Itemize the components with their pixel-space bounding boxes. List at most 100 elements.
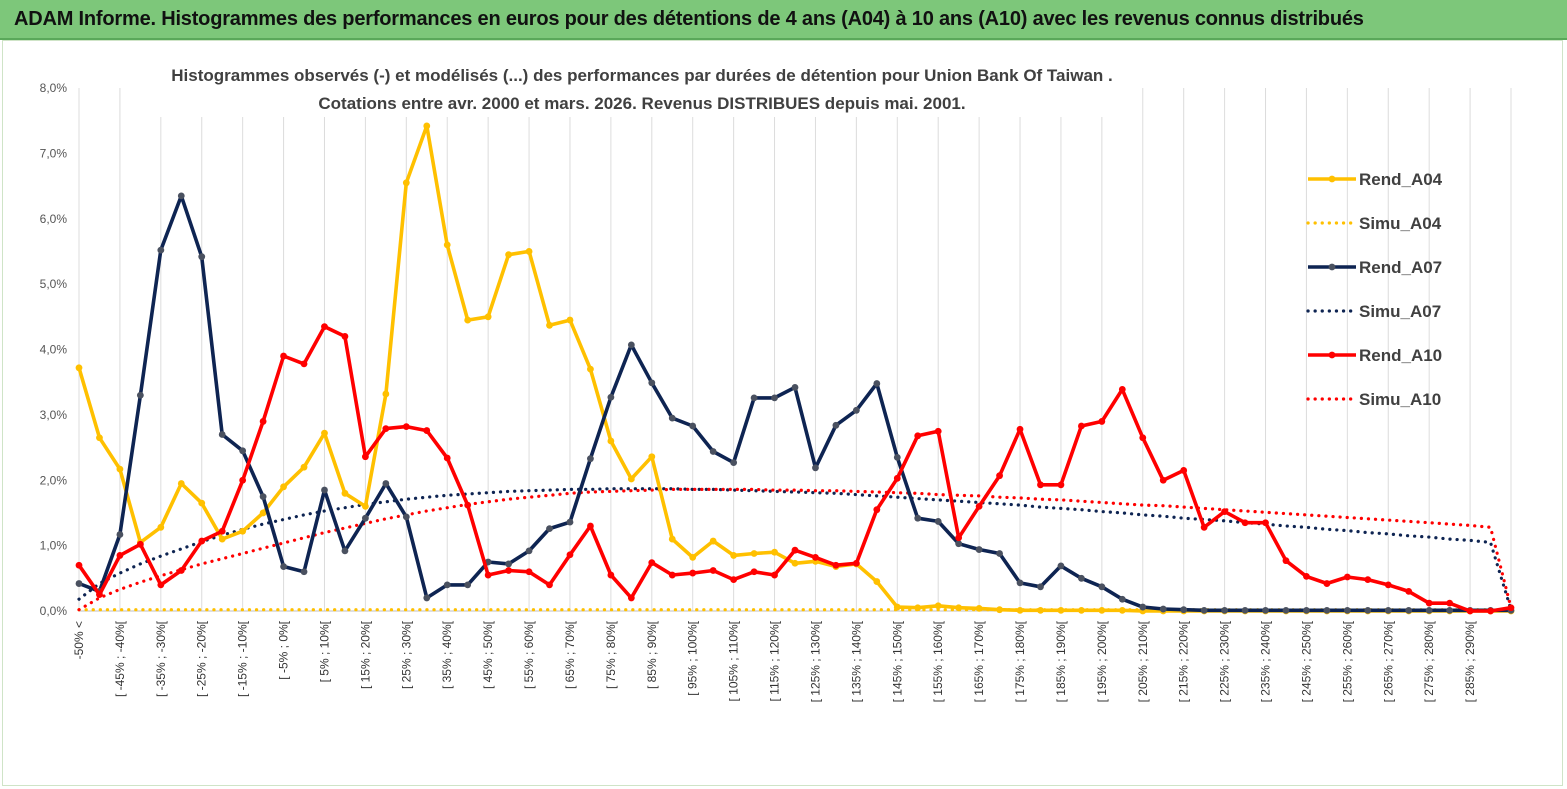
data-point-rend-a07 (1098, 583, 1106, 591)
y-tick-label: 5,0% (40, 277, 68, 291)
x-tick-label: [ 185% ; 190%[ (1054, 620, 1068, 702)
data-point-rend-a10 (689, 569, 697, 577)
data-point-rend-a07 (546, 525, 553, 533)
data-point-rend-a07 (75, 580, 83, 587)
data-point-rend-a10 (832, 561, 840, 569)
data-point-rend-a10 (709, 567, 717, 574)
performance-histogram-chart: 0,0% 1,0% 2,0% 3,0% 4,0% 5,0% 6,0% 7,0% 8,0% -50… (40, 55, 1515, 702)
data-point-rend-a10 (1098, 418, 1106, 425)
data-point-rend-a07 (832, 421, 840, 429)
data-point-rend-a04 (1016, 606, 1024, 614)
data-point-rend-a04 (177, 480, 185, 487)
data-point-rend-a10 (280, 352, 287, 360)
data-point-rend-a10 (96, 591, 103, 599)
data-point-rend-a10 (1078, 422, 1085, 430)
data-point-rend-a10 (1118, 385, 1126, 393)
y-tick-label: 4,0% (40, 343, 68, 357)
data-point-rend-a10 (668, 571, 676, 579)
data-point-rend-a04 (525, 248, 533, 255)
data-point-rend-a10 (443, 454, 451, 462)
data-point-rend-a07 (1384, 606, 1392, 614)
x-tick-label: [ 135% ; 140%[ (849, 620, 863, 702)
series-line-simu-a10 (77, 487, 1513, 612)
data-point-rend-a10 (1343, 573, 1351, 581)
x-tick-label: [ 255% ; 260%[ (1340, 620, 1354, 702)
data-point-rend-a07 (852, 406, 860, 414)
x-tick-label: [ 105% ; 110%[ (727, 620, 741, 701)
y-tick-label: 1,0% (40, 539, 68, 553)
legend-marker-rend-a10 (1328, 351, 1336, 359)
x-tick-label: [ 155% ; 160%[ (931, 620, 945, 702)
data-point-rend-a10 (1466, 607, 1474, 615)
data-point-rend-a07 (177, 192, 185, 200)
data-point-rend-a07 (914, 514, 922, 522)
data-point-rend-a10 (116, 552, 124, 559)
data-point-rend-a10 (607, 571, 615, 579)
data-point-rend-a04 (689, 553, 697, 561)
data-point-rend-a07 (1159, 605, 1167, 613)
data-point-rend-a04 (893, 603, 901, 611)
data-point-rend-a10 (914, 432, 922, 440)
data-point-rend-a04 (546, 321, 553, 329)
data-point-rend-a10 (259, 418, 267, 425)
data-point-rend-a04 (934, 602, 942, 610)
data-point-rend-a04 (791, 559, 799, 567)
data-point-rend-a10 (566, 551, 574, 559)
data-point-rend-a10 (996, 472, 1003, 480)
x-tick-label: [ 65% ; 70%[ (563, 620, 577, 689)
data-point-rend-a10 (975, 503, 983, 510)
x-tick-label: [ 245% ; 250%[ (1299, 620, 1313, 702)
data-point-rend-a04 (750, 550, 758, 557)
x-tick-label: [ 285% ; 290%[ (1463, 620, 1477, 702)
data-point-rend-a10 (1303, 572, 1310, 580)
data-point-rend-a10 (1200, 523, 1208, 531)
data-point-rend-a04 (198, 499, 206, 507)
data-point-rend-a10 (730, 576, 738, 584)
y-tick-label: 6,0% (40, 212, 68, 226)
data-point-rend-a10 (1487, 607, 1494, 615)
data-point-rend-a10 (300, 360, 308, 368)
data-point-rend-a07 (1057, 562, 1065, 570)
data-point-rend-a10 (1323, 580, 1331, 587)
data-point-rend-a07 (607, 393, 615, 401)
data-point-rend-a04 (75, 364, 83, 372)
data-point-rend-a07 (893, 453, 901, 461)
data-point-rend-a10 (136, 540, 144, 548)
data-point-rend-a10 (1139, 434, 1147, 442)
data-point-rend-a10 (505, 567, 512, 574)
data-point-rend-a07 (1241, 606, 1249, 614)
data-point-rend-a07 (587, 455, 594, 463)
y-tick-label: 7,0% (40, 146, 68, 160)
data-point-rend-a10 (1364, 576, 1372, 584)
data-point-rend-a07 (300, 568, 308, 576)
data-point-rend-a10 (812, 553, 819, 561)
subtitle-background (153, 55, 1131, 117)
data-point-rend-a04 (218, 535, 226, 543)
x-tick-label: [ 275% ; 280%[ (1422, 620, 1436, 702)
data-point-rend-a10 (852, 559, 860, 567)
legend-label-simu-a04: Simu_A04 (1359, 214, 1442, 233)
data-point-rend-a07 (771, 394, 778, 402)
data-point-rend-a07 (955, 540, 963, 548)
data-point-rend-a04 (96, 434, 103, 442)
data-point-rend-a10 (362, 453, 369, 461)
data-point-rend-a04 (566, 316, 574, 324)
data-point-rend-a07 (689, 422, 697, 430)
data-point-rend-a04 (627, 475, 635, 483)
x-tick-label: [ 265% ; 270%[ (1381, 620, 1395, 702)
x-tick-label: [ 195% ; 200%[ (1095, 620, 1109, 702)
header-banner: ADAM Informe. Histogrammes des performan… (0, 0, 1567, 40)
data-point-rend-a10 (1425, 599, 1433, 607)
data-point-rend-a04 (1098, 606, 1106, 614)
data-point-rend-a07 (730, 459, 738, 466)
data-point-rend-a07 (934, 518, 942, 525)
data-point-rend-a07 (1303, 606, 1310, 614)
data-point-rend-a10 (484, 571, 492, 579)
data-point-rend-a07 (566, 518, 574, 526)
data-point-rend-a07 (1221, 606, 1228, 614)
legend-label-simu-a10: Simu_A10 (1359, 390, 1441, 409)
data-point-rend-a10 (1446, 599, 1454, 607)
y-tick-label: 8,0% (40, 81, 68, 95)
data-point-rend-a10 (321, 323, 328, 331)
data-point-rend-a04 (1118, 606, 1126, 614)
